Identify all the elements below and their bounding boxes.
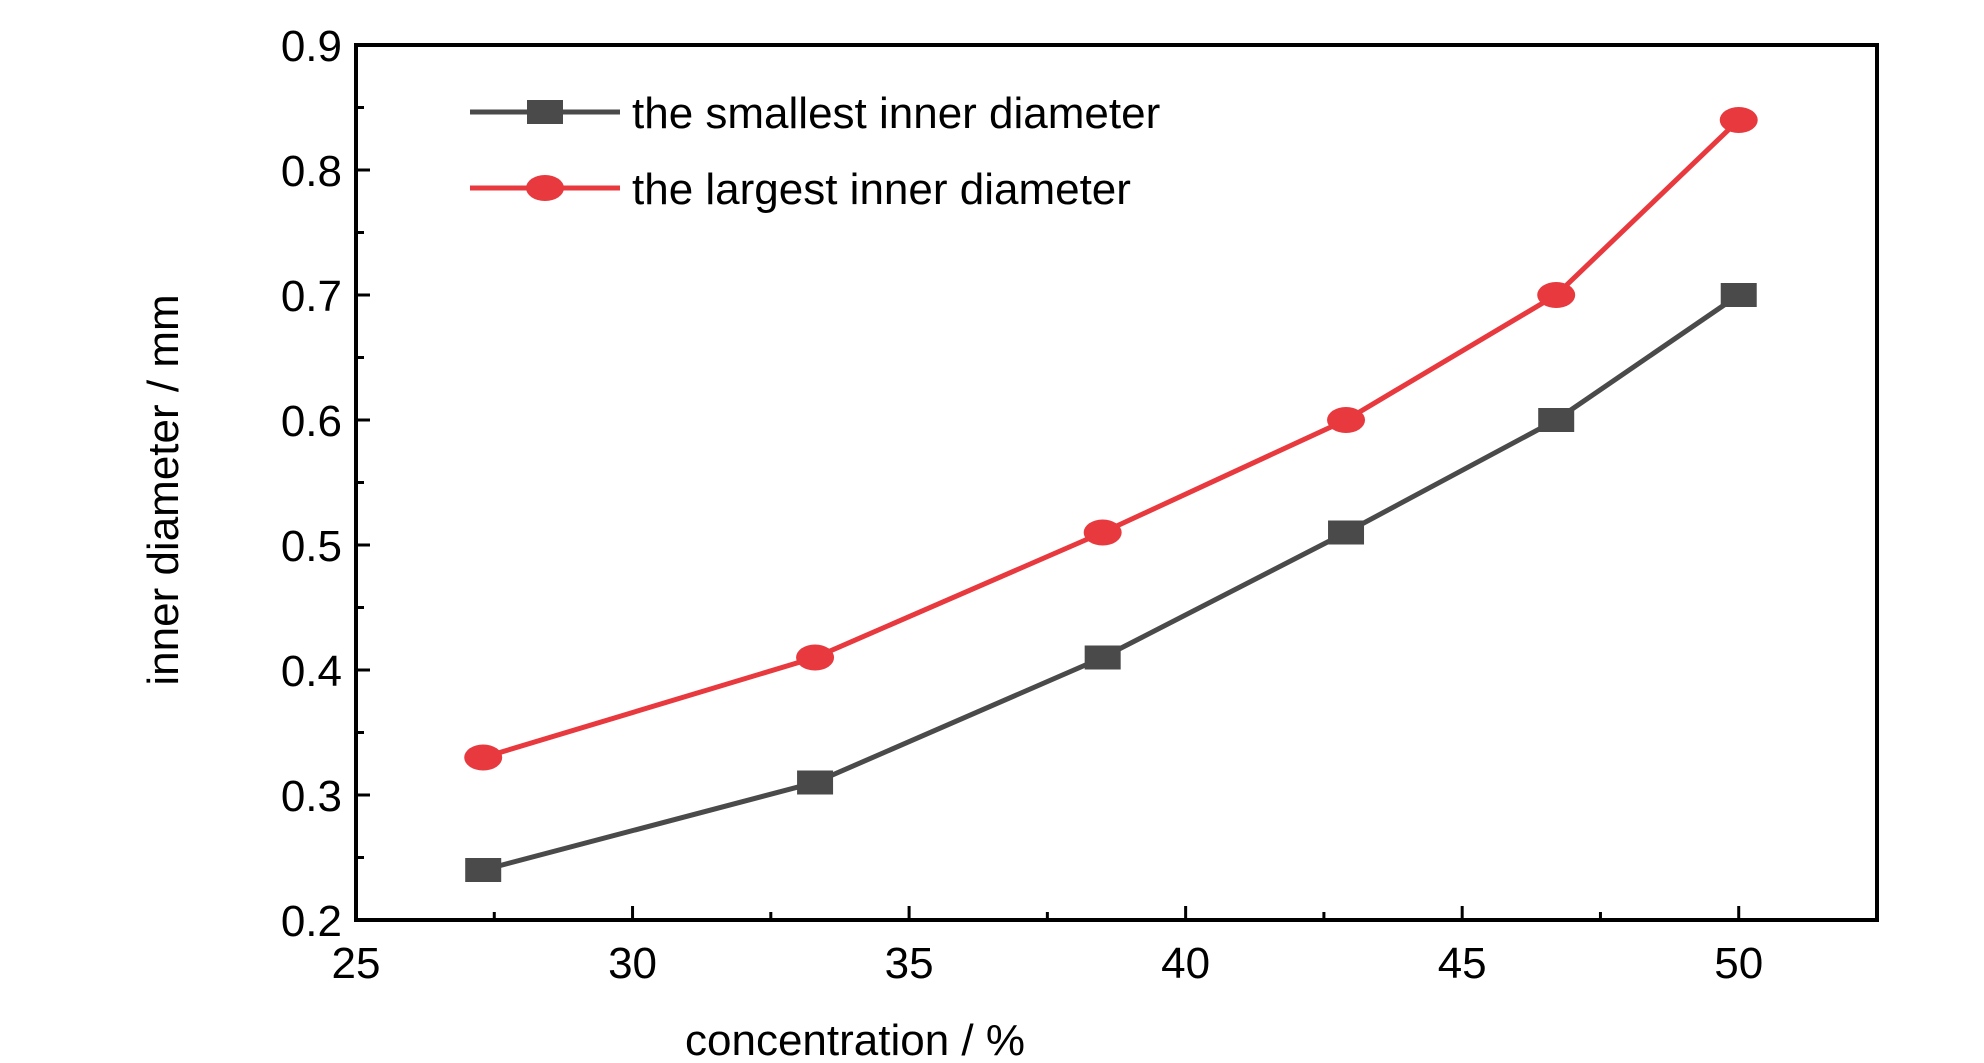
data-point — [1537, 282, 1576, 308]
series-1 — [465, 283, 1757, 882]
y-axis-title: inner diameter / mm — [139, 294, 188, 685]
x-tick-label: 50 — [1714, 939, 1763, 988]
data-point — [1084, 645, 1121, 670]
data-point — [1083, 519, 1122, 546]
y-tick-label: 0.7 — [281, 272, 342, 321]
x-tick-label: 35 — [885, 939, 934, 988]
x-axis-title: concentration / % — [685, 1016, 1025, 1063]
y-tick-label: 0.8 — [281, 147, 342, 196]
legend-marker — [526, 175, 564, 201]
data-point — [465, 858, 502, 882]
data-point — [464, 744, 503, 771]
data-point — [1327, 407, 1366, 433]
y-tick-label: 0.6 — [281, 397, 342, 446]
legend-item: the smallest inner diameter — [470, 89, 1160, 138]
x-tick-label: 45 — [1438, 939, 1487, 988]
legend-item: the largest inner diameter — [470, 165, 1131, 214]
data-point — [1720, 283, 1757, 307]
axes: 0.2 0.3 0.4 0.5 0.6 0.7 0.8 0.9 25 30 35 40 45 50 — [281, 22, 1879, 988]
y-tick-label: 0.2 — [281, 897, 342, 946]
legend-marker — [527, 100, 563, 124]
legend-label: the largest inner diameter — [632, 165, 1131, 214]
legend-label: the smallest inner diameter — [632, 89, 1160, 138]
legend: the smallest inner diameter the largest i… — [470, 89, 1160, 214]
y-tick-label: 0.4 — [281, 647, 342, 696]
x-tick-label: 40 — [1161, 939, 1210, 988]
data-point — [796, 644, 835, 671]
x-tick-label: 25 — [332, 939, 381, 988]
series-line — [482, 118, 1741, 760]
series-2 — [464, 107, 1758, 771]
data-point — [1538, 408, 1575, 432]
data-point — [1719, 107, 1758, 133]
series-layer — [464, 107, 1758, 882]
data-point — [797, 770, 834, 795]
y-tick-label: 0.3 — [281, 772, 342, 821]
y-tick-label: 0.5 — [281, 522, 342, 571]
data-point — [1328, 520, 1365, 545]
x-tick-label: 30 — [608, 939, 657, 988]
series-line — [482, 292, 1741, 873]
y-tick-label: 0.9 — [281, 22, 342, 71]
